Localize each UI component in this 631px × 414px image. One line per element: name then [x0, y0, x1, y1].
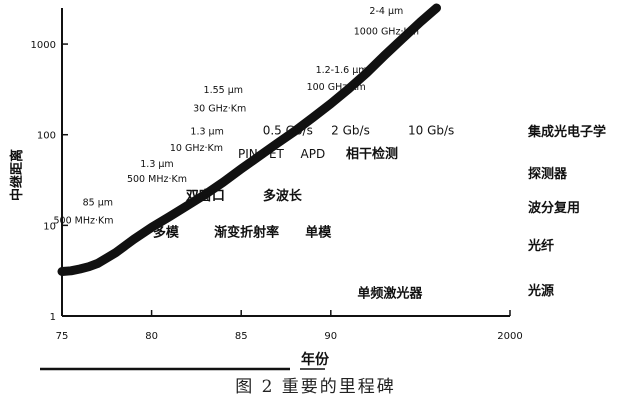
series-line — [57, 3, 441, 276]
annotation: PIN-FET — [238, 147, 285, 161]
x-tick-label: 80 — [145, 331, 158, 342]
annotation: 100 GHz·Km — [307, 82, 366, 93]
x-tick-label: 90 — [324, 331, 337, 342]
y-tick-label: 100 — [37, 131, 56, 142]
annotation: 10 Gb/s — [408, 124, 454, 138]
annotation: 500 MHz·Km — [54, 215, 114, 226]
y-tick-label: 10 — [43, 221, 56, 232]
annotation: 多模 — [153, 225, 180, 241]
right-category-label: 光源 — [527, 283, 554, 299]
annotation: 10 GHz·Km — [170, 143, 223, 154]
annotation: 单模 — [305, 225, 332, 241]
annotation: 2-4 μm — [369, 6, 403, 17]
annotation: 多波长 — [263, 188, 303, 204]
y-tick-label: 1 — [50, 312, 56, 323]
y-axis-label: 中继距离 — [9, 149, 25, 201]
y-axis: 1 10 100 1000 — [31, 40, 68, 323]
right-category-label: 集成光电子学 — [527, 124, 606, 140]
x-tick-label: 85 — [235, 331, 248, 342]
plot-frame — [61, 8, 510, 317]
x-axis-label: 年份 — [301, 351, 330, 368]
annotation: APD — [301, 147, 326, 161]
annotation: 85 μm — [83, 198, 113, 209]
annotation: 1000 GHz·Km — [354, 26, 419, 37]
right-category-label: 波分复用 — [528, 200, 580, 216]
y-tick-label: 1000 — [31, 40, 56, 51]
right-category-label: 探测器 — [528, 166, 568, 182]
annotation: 0.5 Gb/s — [263, 124, 313, 138]
annotation: 30 GHz·Km — [193, 104, 246, 115]
annotation: 1.2-1.6 μm — [316, 65, 368, 76]
annotation: 1.55 μm — [204, 85, 243, 96]
annotation: 双窗口 — [186, 188, 225, 204]
trend-band — [57, 3, 441, 276]
x-tick-label: 2000 — [497, 331, 522, 342]
annotation: 1.3 μm — [190, 127, 223, 138]
annotations: 2-4 μm 1000 GHz·Km 1.2-1.6 μm 100 GHz·Km 1.5… — [54, 6, 455, 302]
annotation: 相干检测 — [346, 146, 398, 162]
annotation: 2 Gb/s — [331, 124, 370, 138]
annotation: 渐变折射率 — [214, 225, 279, 241]
figure-caption: 图 2 重要的里程碑 — [235, 377, 396, 397]
x-tick-label: 75 — [56, 331, 69, 342]
x-axis: 75 80 85 90 2000 — [56, 310, 523, 342]
right-category-label: 光纤 — [527, 238, 554, 254]
annotation: 单频激光器 — [357, 285, 423, 301]
annotation: 1.3 μm — [140, 159, 173, 170]
annotation: 500 MHz·Km — [127, 174, 187, 185]
